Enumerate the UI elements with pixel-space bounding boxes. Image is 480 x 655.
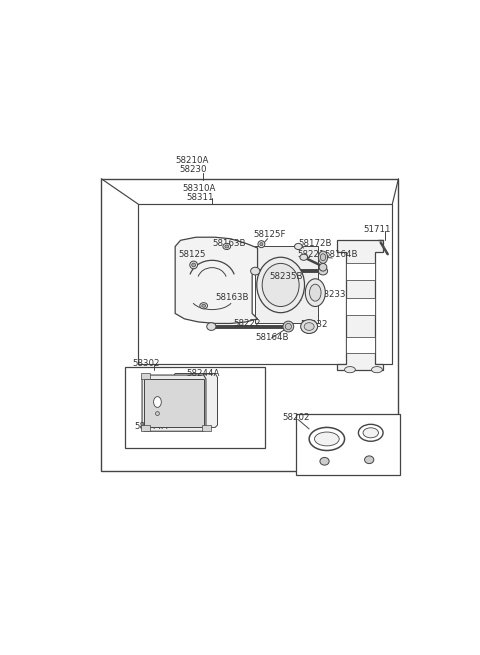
Bar [255,246,318,324]
Text: 58302: 58302 [132,359,159,368]
Ellipse shape [207,323,216,330]
Ellipse shape [285,324,291,329]
Ellipse shape [260,242,263,246]
Bar [346,298,375,315]
Ellipse shape [314,432,339,446]
Text: 58163B: 58163B [212,239,246,248]
Ellipse shape [320,253,326,261]
Text: 58202: 58202 [282,413,310,422]
Polygon shape [142,375,206,431]
Ellipse shape [192,263,195,267]
Ellipse shape [257,257,304,312]
Text: 58125F: 58125F [253,230,286,238]
Text: 58230: 58230 [179,165,206,174]
Ellipse shape [154,397,161,407]
Text: 58235B: 58235B [269,272,302,281]
Bar [141,373,150,379]
Polygon shape [337,240,383,369]
Ellipse shape [304,323,314,330]
Ellipse shape [295,244,302,250]
Text: 58172B: 58172B [299,239,332,248]
Text: 58210A: 58210A [175,157,208,166]
Bar [141,425,150,431]
Ellipse shape [262,263,299,307]
Text: 58125: 58125 [178,250,206,259]
Text: 58233: 58233 [318,290,346,299]
Polygon shape [173,373,217,428]
Ellipse shape [318,267,328,275]
Ellipse shape [156,411,159,415]
Ellipse shape [365,456,374,464]
Ellipse shape [190,261,197,269]
Bar [296,413,400,475]
Polygon shape [101,179,398,472]
Text: 51711: 51711 [363,225,391,234]
Text: 58222: 58222 [233,319,261,328]
Ellipse shape [200,303,207,309]
Text: 58164B: 58164B [255,333,289,342]
Bar [202,425,211,431]
Ellipse shape [309,428,345,451]
Text: 58310A: 58310A [183,184,216,193]
Ellipse shape [359,424,383,441]
Bar [125,367,265,448]
Ellipse shape [310,284,321,301]
Ellipse shape [345,367,355,373]
Bar [144,379,204,428]
Ellipse shape [363,428,378,438]
Polygon shape [175,237,258,324]
Ellipse shape [223,244,230,250]
Text: 58311: 58311 [187,193,214,202]
Ellipse shape [372,367,382,373]
Ellipse shape [258,240,265,248]
Ellipse shape [202,304,205,307]
Ellipse shape [300,320,318,333]
Ellipse shape [305,279,325,307]
Ellipse shape [283,321,294,332]
Text: 58163B: 58163B [215,293,249,302]
Bar [346,337,375,354]
Text: 58244A: 58244A [187,369,220,378]
Text: 58164B: 58164B [324,250,358,259]
Ellipse shape [225,245,228,248]
Ellipse shape [300,254,308,260]
Bar [346,263,375,280]
Polygon shape [138,204,392,364]
Text: 58244A: 58244A [134,422,168,431]
Text: 58232: 58232 [300,320,327,329]
Text: 58221: 58221 [298,250,325,259]
Ellipse shape [319,263,327,271]
Ellipse shape [320,457,329,465]
Ellipse shape [251,267,260,275]
Ellipse shape [318,251,328,263]
